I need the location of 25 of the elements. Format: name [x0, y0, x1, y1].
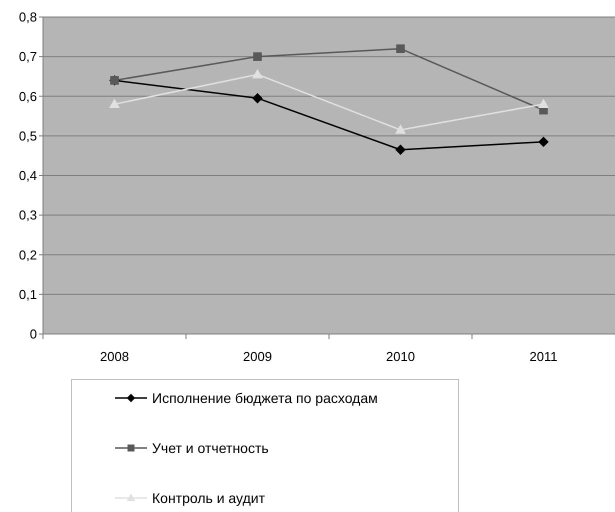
point: [396, 124, 406, 134]
x-tick-label: 2011: [530, 349, 558, 364]
y-tick-label: 0,7: [18, 49, 37, 64]
legend-label: Контроль и аудит: [152, 490, 265, 506]
legend-label: Учет и отчетность: [152, 440, 269, 456]
legend-label: Исполнение бюджета по расходам: [152, 390, 378, 406]
y-tick-label: 0: [30, 326, 37, 342]
y-tick-label: 0,3: [18, 208, 37, 223]
point: [252, 93, 262, 104]
point: [253, 52, 262, 61]
point: [396, 44, 405, 54]
point: [396, 144, 406, 155]
x-tick-label: 2008: [100, 349, 129, 364]
point: [252, 69, 262, 78]
y-tick-label: 0,1: [18, 286, 37, 302]
point: [538, 99, 548, 108]
x-tick-label: 2009: [243, 349, 272, 364]
x-tick-label: 2010: [386, 349, 415, 364]
point: [538, 136, 548, 147]
y-tick-label: 0,2: [18, 247, 37, 262]
y-tick-label: 0,4: [18, 168, 37, 184]
y-tick-label: 0,5: [18, 128, 37, 144]
y-tick-label: 0,8: [18, 10, 37, 25]
y-tick-label: 0,6: [18, 88, 37, 104]
point: [110, 99, 120, 108]
